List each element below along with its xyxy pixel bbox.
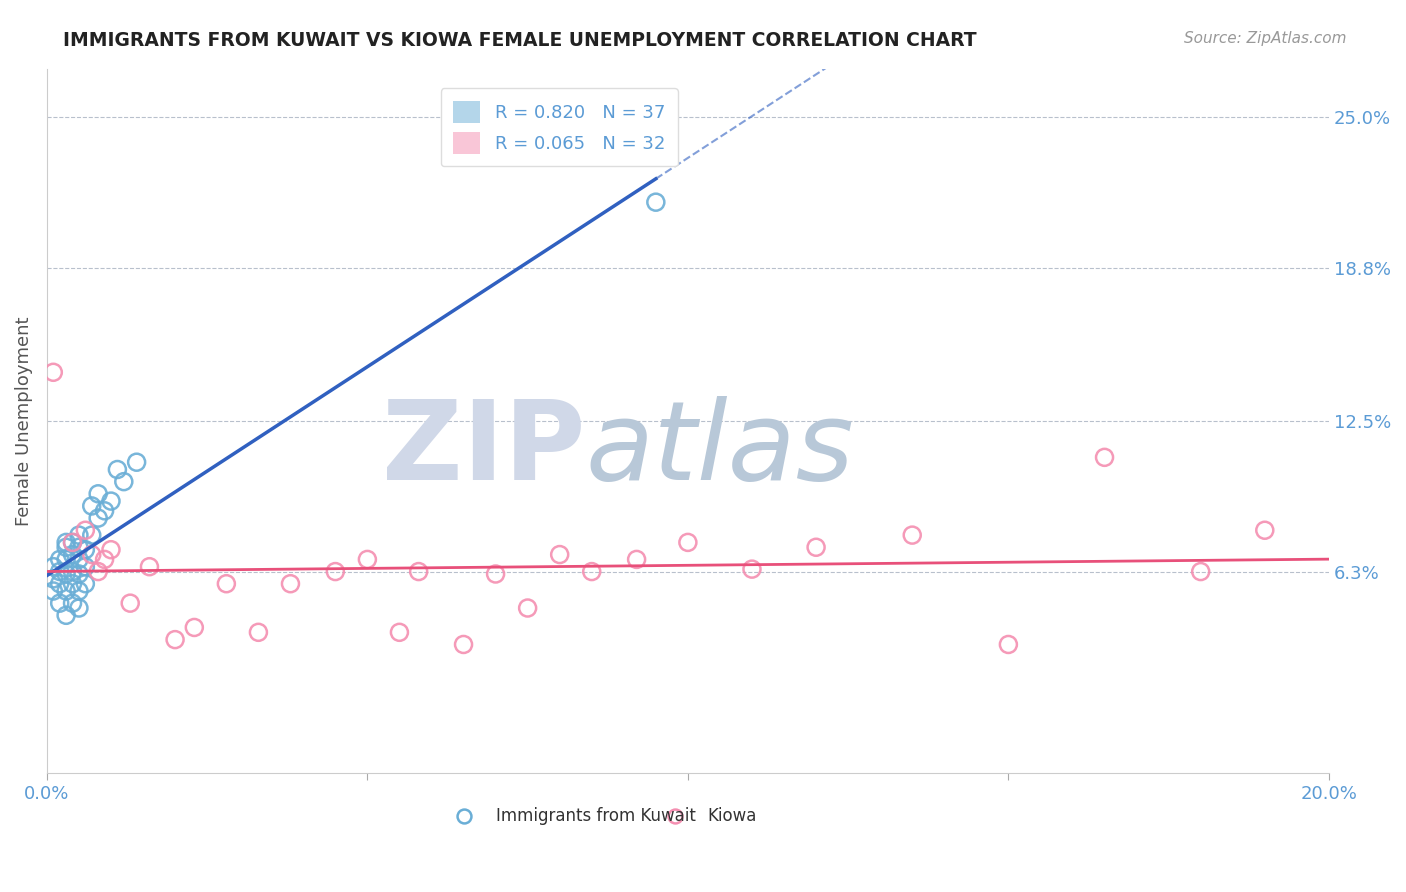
Point — [48, 596, 70, 610]
Point — [42, 584, 65, 599]
Point — [165, 632, 187, 647]
Point — [42, 559, 65, 574]
Point — [100, 494, 122, 508]
Point — [67, 584, 90, 599]
Point — [215, 576, 238, 591]
Point — [48, 552, 70, 566]
Point — [67, 601, 90, 615]
Point — [112, 475, 135, 489]
Point — [516, 601, 538, 615]
Point — [75, 523, 97, 537]
Point — [48, 565, 70, 579]
Point — [105, 462, 128, 476]
Point — [388, 625, 411, 640]
Text: Source: ZipAtlas.com: Source: ZipAtlas.com — [1184, 31, 1347, 46]
Point — [120, 596, 142, 610]
Point — [62, 596, 84, 610]
Point — [67, 528, 90, 542]
Point — [453, 638, 475, 652]
Point — [80, 528, 103, 542]
Point — [42, 365, 65, 379]
Text: IMMIGRANTS FROM KUWAIT VS KIOWA FEMALE UNEMPLOYMENT CORRELATION CHART: IMMIGRANTS FROM KUWAIT VS KIOWA FEMALE U… — [63, 31, 977, 50]
Point — [55, 608, 77, 623]
Point — [408, 565, 430, 579]
Point — [87, 487, 110, 501]
Point — [67, 566, 90, 581]
Point — [75, 542, 97, 557]
Text: Kiowa: Kiowa — [707, 806, 756, 824]
Text: Immigrants from Kuwait: Immigrants from Kuwait — [495, 806, 696, 824]
Point — [62, 548, 84, 562]
Point — [676, 535, 699, 549]
Point — [484, 566, 506, 581]
Point — [93, 504, 115, 518]
Point — [644, 195, 666, 210]
Point — [100, 542, 122, 557]
Point — [80, 499, 103, 513]
Point — [325, 565, 347, 579]
Point — [901, 528, 924, 542]
Point — [356, 552, 378, 566]
Point — [247, 625, 270, 640]
Point — [62, 576, 84, 591]
Point — [548, 548, 571, 562]
Point — [48, 576, 70, 591]
Point — [67, 552, 90, 566]
Point — [93, 552, 115, 566]
Point — [75, 559, 97, 574]
Point — [280, 576, 302, 591]
Point — [62, 535, 84, 549]
Point — [55, 584, 77, 599]
Point — [55, 541, 77, 555]
Point — [55, 535, 77, 549]
Point — [997, 638, 1019, 652]
Text: ZIP: ZIP — [382, 395, 585, 502]
Point — [87, 565, 110, 579]
Point — [55, 552, 77, 566]
Point — [80, 548, 103, 562]
Point — [67, 541, 90, 555]
Legend: R = 0.820   N = 37, R = 0.065   N = 32: R = 0.820 N = 37, R = 0.065 N = 32 — [440, 88, 678, 167]
Point — [138, 559, 160, 574]
Point — [183, 620, 205, 634]
Point — [55, 566, 77, 581]
Point — [75, 576, 97, 591]
Point — [125, 455, 148, 469]
Point — [581, 565, 603, 579]
Y-axis label: Female Unemployment: Female Unemployment — [15, 316, 32, 525]
Point — [1254, 523, 1277, 537]
Point — [1094, 450, 1116, 465]
Point — [62, 565, 84, 579]
Point — [62, 535, 84, 549]
Text: atlas: atlas — [585, 395, 853, 502]
Point — [1189, 565, 1212, 579]
Point — [804, 541, 827, 555]
Point — [741, 562, 763, 576]
Point — [87, 511, 110, 525]
Point — [42, 572, 65, 586]
Point — [626, 552, 648, 566]
